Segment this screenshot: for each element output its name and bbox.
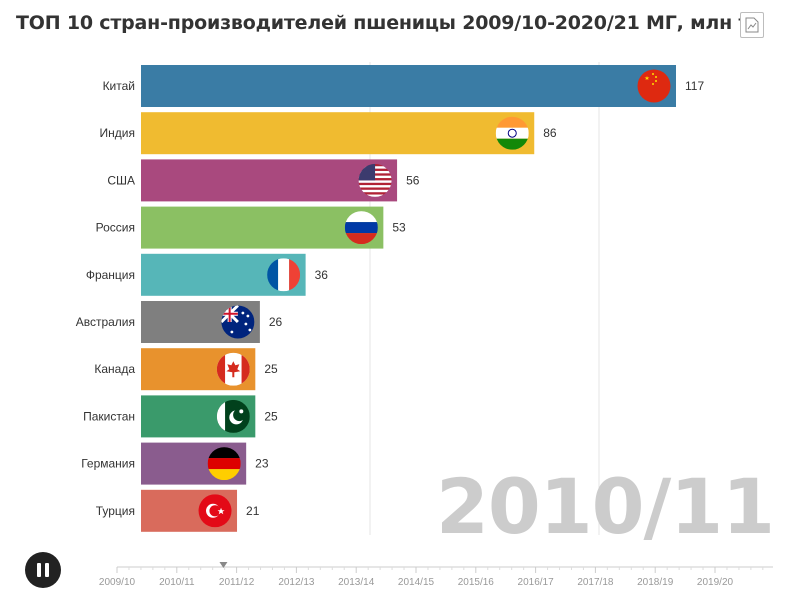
value-label: 21 [246,504,260,518]
bar-3 [141,206,384,249]
timeline-slider[interactable]: 2009/10 2010/11 2011/12 2012/13 2013/14 2014/… [0,555,794,611]
bar-1 [141,112,535,155]
pause-button[interactable] [25,552,61,588]
timeline-label[interactable]: 2015/16 [458,577,495,588]
pakistan-flag-icon [216,399,250,433]
category-label: Россия [96,221,135,235]
bar-group-9: Турция 21 [96,489,260,532]
bar-group-1: Индия 86 [100,112,557,155]
timeline-label[interactable]: 2019/20 [697,577,734,588]
bars: Китай 117 Индия 86 США 56 Россия 53 Франция 36 Авс… [76,65,704,532]
timeline-label[interactable]: 2014/15 [398,577,435,588]
bar-group-7: Пакистан 25 [83,395,278,438]
bar-group-0: Китай 117 [103,65,704,107]
bar-chart: Китай 117 Индия 86 США 56 Россия 53 Франция 36 Авс… [76,62,704,535]
timeline-label[interactable]: 2018/19 [637,577,674,588]
russia-flag-icon [344,211,378,245]
category-label: Канада [94,362,135,376]
bar-group-2: США 56 [107,159,420,202]
timeline-label[interactable]: 2011/12 [219,577,255,588]
germany-flag-icon [207,447,241,481]
china-flag-icon [637,69,671,103]
bar-2 [141,159,398,202]
timeline-label[interactable]: 2013/14 [338,577,375,588]
chart-export-icon [745,17,759,33]
value-label: 56 [406,173,420,187]
india-flag-icon [495,116,529,150]
bar-group-4: Франция 36 [86,253,329,296]
usa-flag-icon [358,163,392,197]
timeline-label[interactable]: 2016/17 [518,577,555,588]
value-label: 86 [543,126,557,140]
timeline-label[interactable]: 2010/11 [159,577,195,588]
value-label: 23 [255,457,269,471]
period-watermark: 2010/11 [435,462,775,551]
bar-group-8: Германия 23 [81,442,269,485]
category-label: США [107,173,135,187]
value-label: 25 [264,409,278,423]
timeline-label[interactable]: 2009/10 [99,577,136,588]
value-label: 117 [685,79,704,93]
category-label: Австралия [76,315,135,329]
bar-group-6: Канада 25 [94,348,278,391]
turkey-flag-icon [198,494,232,528]
bar-group-3: Россия 53 [96,206,406,249]
timeline-label[interactable]: 2017/18 [577,577,614,588]
category-label: Китай [103,79,135,93]
value-label: 25 [264,362,278,376]
export-button[interactable] [740,12,764,38]
australia-flag-icon [221,305,255,339]
france-flag-icon [267,258,301,292]
category-label: Индия [100,126,135,140]
category-label: Германия [81,457,135,471]
timeline-label[interactable]: 2012/13 [278,577,315,588]
chart-title: ТОП 10 стран-производителей пшеницы 2009… [16,12,750,34]
value-label: 26 [269,315,283,329]
bar-group-5: Австралия 26 [76,301,283,343]
bar-0 [141,65,676,107]
value-label: 36 [315,268,329,282]
canada-flag-icon [216,352,250,386]
category-label: Франция [86,268,135,282]
value-label: 53 [392,221,406,235]
category-label: Турция [96,504,135,518]
category-label: Пакистан [83,409,135,423]
timeline-handle[interactable] [219,562,228,568]
